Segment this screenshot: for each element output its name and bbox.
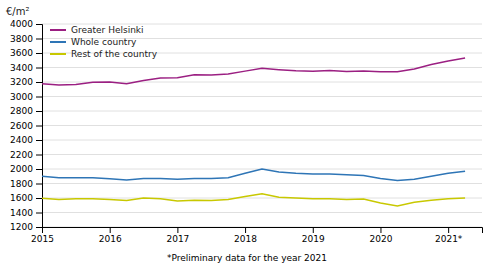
- y-tick-label: 3400: [10, 63, 33, 73]
- grid: [42, 24, 482, 227]
- legend-label: Rest of the country: [71, 49, 158, 59]
- x-tick-label: 2020: [370, 234, 393, 244]
- x-axis: 2015 2016 2017 2018 2019 2020 2021*: [31, 227, 482, 244]
- y-tick-label: 1400: [10, 208, 33, 218]
- y-tick-mark: [36, 82, 42, 83]
- y-tick-mark: [36, 184, 42, 185]
- y-tick: 3000: [10, 92, 42, 102]
- y-tick: 2600: [10, 121, 42, 131]
- x-tick-label: 2017: [166, 234, 189, 244]
- y-axis-title: €/m²: [6, 6, 29, 17]
- legend-swatch: [50, 29, 66, 31]
- grid-line: [42, 154, 482, 155]
- y-tick: 2000: [10, 164, 42, 174]
- series-line: [42, 58, 465, 85]
- grid-line: [42, 198, 482, 199]
- y-tick: 3400: [10, 63, 42, 73]
- y-tick-label: 1600: [10, 193, 33, 203]
- x-tick: 2016: [99, 227, 122, 244]
- y-tick-label: 2400: [10, 135, 33, 145]
- y-tick: 2400: [10, 135, 42, 145]
- x-tick: 2017: [166, 227, 189, 244]
- y-axis: 1200 1400 1600 1800 2000 2200 2400 2600 2800 3000…: [10, 19, 42, 232]
- grid-line: [42, 183, 482, 184]
- y-tick-label: 3000: [10, 92, 33, 102]
- y-tick-label: 3600: [10, 48, 33, 58]
- chart: 2015 2016 2017 2018 2019 2020 2021* 1200 1400 160…: [0, 0, 494, 265]
- y-tick-label: 2000: [10, 164, 33, 174]
- x-tick-mark: [448, 227, 449, 233]
- x-tick: 2018: [234, 227, 257, 244]
- legend-swatch: [50, 41, 66, 43]
- y-tick-mark: [36, 53, 42, 54]
- y-tick-mark: [36, 24, 42, 25]
- y-tick: 1800: [10, 179, 42, 189]
- x-tick-label: 2015: [31, 234, 54, 244]
- series-line: [42, 169, 465, 181]
- x-tick-mark: [313, 227, 314, 233]
- y-tick: 1600: [10, 193, 42, 203]
- x-tick: 2015: [31, 227, 54, 244]
- y-tick-label: 3200: [10, 77, 33, 87]
- grid-line: [42, 125, 482, 126]
- x-tick: 2020: [370, 227, 393, 244]
- legend-label: Greater Helsinki: [71, 25, 144, 35]
- y-tick: 2800: [10, 106, 42, 116]
- legend-item: Rest of the country: [50, 49, 158, 59]
- legend: Greater Helsinki Whole country Rest of the…: [50, 25, 158, 59]
- legend-item: Whole country: [50, 37, 137, 47]
- x-tick-label: 2021*: [435, 234, 463, 244]
- x-tick-label: 2016: [99, 234, 122, 244]
- x-tick-mark: [110, 227, 111, 233]
- y-tick-label: 2200: [10, 150, 33, 160]
- lines: [42, 58, 465, 206]
- y-tick-mark: [36, 126, 42, 127]
- x-tick-label: 2019: [302, 234, 325, 244]
- y-axis-line: [36, 25, 43, 228]
- y-tick-mark: [36, 68, 42, 69]
- y-tick-label: 1200: [10, 222, 33, 232]
- y-tick-label: 4000: [10, 19, 33, 29]
- y-tick-mark: [36, 169, 42, 170]
- y-tick: 1400: [10, 208, 42, 218]
- x-tick: 2019: [302, 227, 325, 244]
- grid-line: [42, 111, 482, 112]
- x-axis-line: [43, 228, 483, 234]
- y-tick: 3800: [10, 34, 42, 44]
- y-tick-mark: [36, 39, 42, 40]
- y-tick-label: 3800: [10, 34, 33, 44]
- x-tick: 2021*: [435, 227, 463, 244]
- x-tick-label: 2018: [234, 234, 257, 244]
- y-tick: 3200: [10, 77, 42, 87]
- y-tick-label: 2800: [10, 106, 33, 116]
- x-tick-mark: [380, 227, 381, 233]
- series-line: [42, 194, 465, 206]
- grid-line: [42, 140, 482, 141]
- y-tick-mark: [36, 111, 42, 112]
- legend-swatch: [50, 53, 66, 55]
- legend-label: Whole country: [71, 37, 137, 47]
- x-tick-mark: [245, 227, 246, 233]
- y-tick-mark: [36, 198, 42, 199]
- grid-line: [42, 212, 482, 213]
- y-tick: 4000: [10, 19, 42, 29]
- footnote: *Preliminary data for the year 2021: [167, 253, 327, 263]
- y-tick-label: 2600: [10, 121, 33, 131]
- legend-item: Greater Helsinki: [50, 25, 144, 35]
- y-tick: 2200: [10, 150, 42, 160]
- y-tick-label: 1800: [10, 179, 33, 189]
- y-tick-mark: [36, 213, 42, 214]
- y-tick-mark: [36, 155, 42, 156]
- plot-area: 2015 2016 2017 2018 2019 2020 2021* 1200 1400 160…: [10, 19, 482, 244]
- x-tick-mark: [177, 227, 178, 233]
- y-tick-mark: [36, 140, 42, 141]
- grid-line: [42, 96, 482, 97]
- y-tick-mark: [36, 97, 42, 98]
- y-tick-mark: [36, 227, 42, 228]
- y-tick: 3600: [10, 48, 42, 58]
- y-tick: 1200: [10, 222, 42, 232]
